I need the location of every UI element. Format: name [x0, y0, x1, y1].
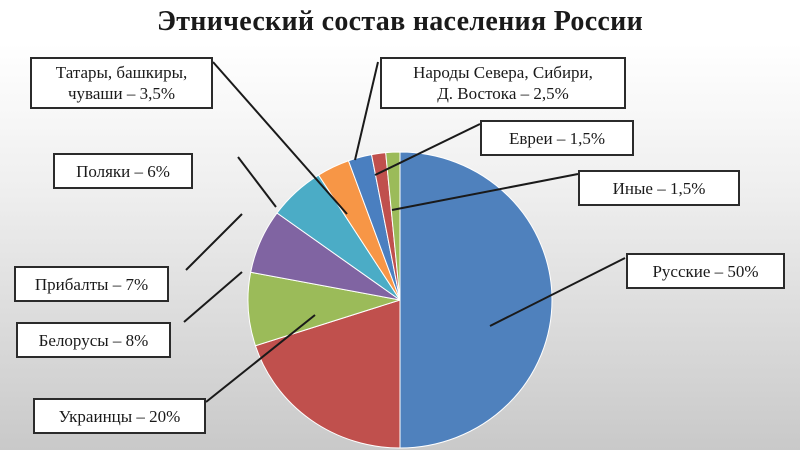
leader-line-7 [374, 123, 481, 176]
slice-label-0: Русские – 50% [626, 253, 785, 289]
leader-line-2 [183, 271, 243, 323]
slice-label-3: Прибалты – 7% [14, 266, 169, 302]
leader-line-6 [354, 61, 379, 161]
pie-slice-0 [399, 151, 553, 449]
slice-label-7: Евреи – 1,5% [480, 120, 634, 156]
leader-line-5 [212, 61, 348, 215]
leader-line-8 [391, 173, 579, 211]
leader-line-0 [489, 257, 626, 327]
slice-label-5: Татары, башкиры, чуваши – 3,5% [30, 57, 213, 109]
slice-label-6: Народы Севера, Сибири, Д. Востока – 2,5% [380, 57, 626, 109]
pie-slice-8 [385, 151, 401, 301]
pie-slice-1 [254, 299, 401, 449]
leader-line-1 [205, 314, 316, 403]
slice-label-4: Поляки – 6% [53, 153, 193, 189]
slice-label-1: Украинцы – 20% [33, 398, 206, 434]
slice-label-8: Иные – 1,5% [578, 170, 740, 206]
leader-line-3 [185, 213, 243, 271]
chart-title: Этнический состав населения России [156, 6, 644, 37]
leader-line-4 [237, 156, 277, 208]
slice-label-2: Белорусы – 8% [16, 322, 171, 358]
